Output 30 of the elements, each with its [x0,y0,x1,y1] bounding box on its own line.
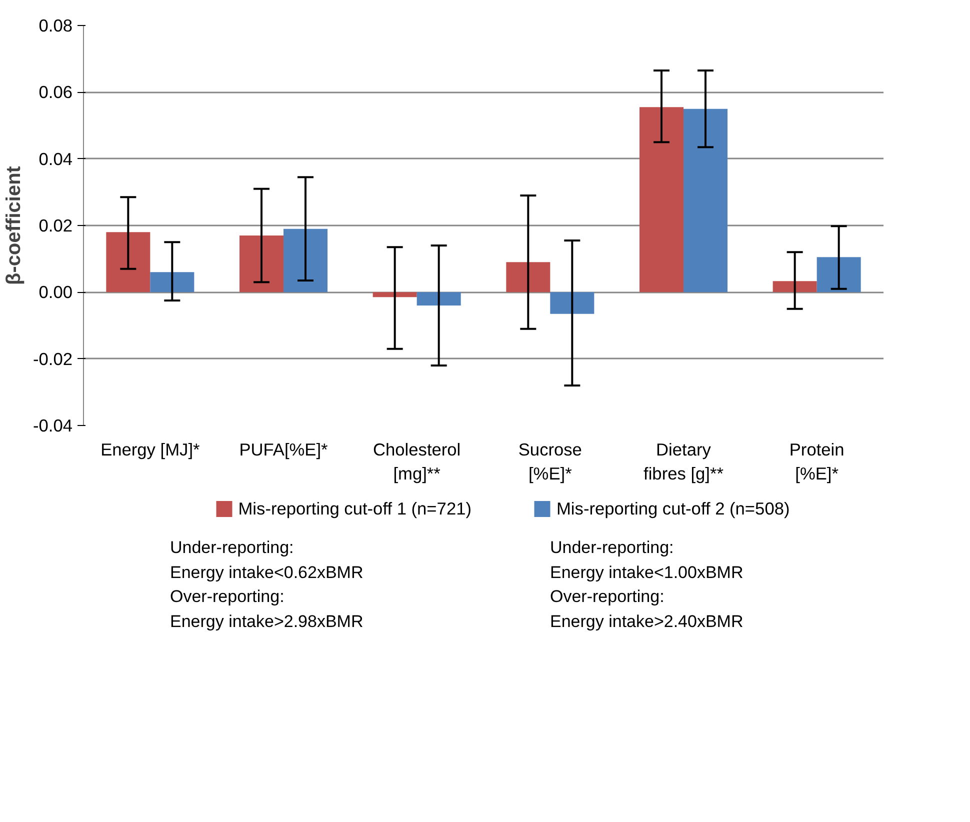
x-tick-label: Dietary fibres [g]** [644,440,724,484]
y-tick-label: 0.08 [38,16,73,36]
bar [284,228,328,292]
y-tick-label: 0.02 [38,216,73,236]
y-axis-title: β-coefficient [3,166,26,285]
bar [684,108,728,292]
bar [240,236,284,292]
legend-label: Mis-reporting cut-off 2 (n=508) [556,498,790,519]
bar [640,107,684,292]
bar [372,292,417,298]
x-tick-label: PUFA[%E]* [239,440,328,460]
x-tick-label: Cholesterol [mg]** [373,440,461,484]
x-tick-label: Protein [%E]* [789,440,844,484]
bar [106,232,150,292]
y-tick-label: 0.04 [38,148,73,169]
bar [550,292,594,314]
text: Under-reporting: Energy intake<0.62xBMR Over-reporting: Energy intake>2.98xBMR [170,537,364,633]
x-tick-label: Energy [MJ]* [100,440,200,460]
bar [816,257,861,292]
bar [772,281,817,292]
y-tick-label: -0.02 [33,348,73,369]
x-tick-label: Sucrose [%E]* [518,440,582,484]
bar [150,272,194,292]
y-tick-label: 0.00 [38,282,73,302]
y-tick-label: 0.06 [38,82,73,102]
legend-label: Mis-reporting cut-off 1 (n=721) [238,498,472,519]
y-tick-label: -0.04 [33,416,73,436]
bar [506,262,550,292]
bar [416,292,461,306]
text: Under-reporting: Energy intake<1.00xBMR Over-reporting: Energy intake>2.40xBMR [550,537,744,633]
